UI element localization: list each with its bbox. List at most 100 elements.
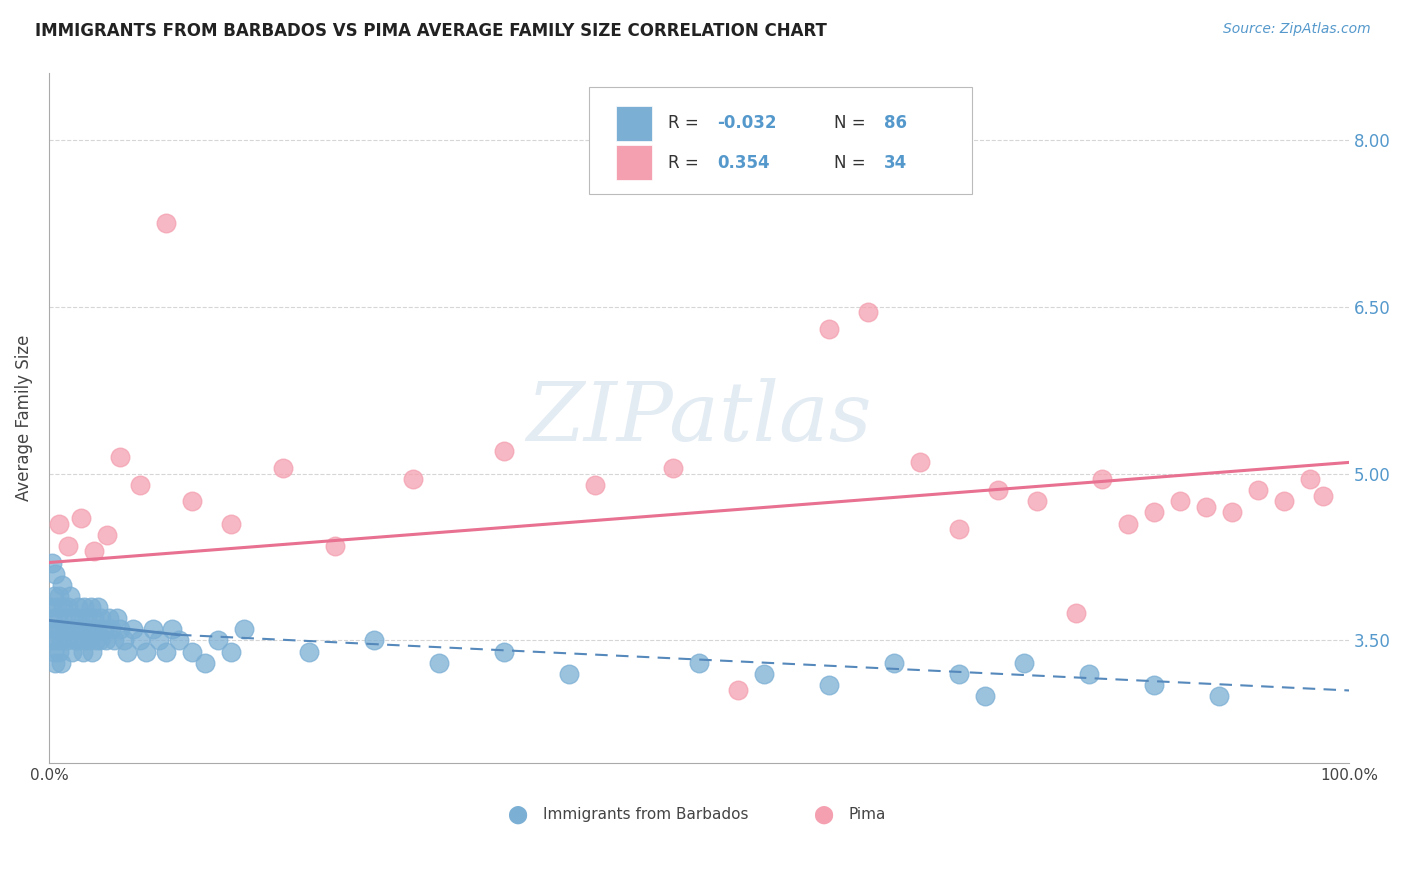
Point [122,622,145,636]
Point [494,444,516,458]
Point [60,622,83,636]
Point [70,622,93,636]
Point [1116,516,1139,531]
Point [110,622,132,636]
Text: Source: ZipAtlas.com: Source: ZipAtlas.com [1223,22,1371,37]
Point [70,511,93,525]
Point [948,666,970,681]
Point [752,666,775,681]
Point [96,633,118,648]
Point [58,539,80,553]
Point [56,633,79,648]
Point [167,633,190,648]
Point [207,633,229,648]
Point [194,656,217,670]
Point [363,633,385,648]
Point [72,644,94,658]
Point [93,622,115,636]
Point [1208,689,1230,703]
Text: -0.032: -0.032 [717,114,778,132]
Point [908,455,931,469]
Point [84,633,107,648]
Point [181,644,204,658]
Point [110,450,132,464]
Point [69,611,91,625]
Point [818,678,841,692]
Point [1064,606,1087,620]
Y-axis label: Average Family Size: Average Family Size [15,334,32,501]
Point [129,477,152,491]
Point [148,633,170,648]
Point [42,644,65,658]
Point [63,633,86,648]
Text: 0.354: 0.354 [717,153,770,171]
Point [55,611,77,625]
Point [298,644,321,658]
Point [79,633,101,648]
Point [271,461,294,475]
Point [67,633,90,648]
Point [662,461,685,475]
Point [103,633,125,648]
Point [323,539,346,553]
Point [105,611,128,625]
Text: ⬤: ⬤ [813,805,832,823]
Point [60,644,83,658]
Text: 86: 86 [884,114,907,132]
Point [1272,494,1295,508]
Text: ZIPatlas: ZIPatlas [526,378,872,458]
Point [1195,500,1218,514]
Point [59,589,82,603]
Point [45,622,67,636]
Point [83,611,105,625]
Point [87,600,110,615]
Point [883,656,905,670]
Point [76,611,98,625]
Text: N =: N = [834,153,866,171]
Point [1168,494,1191,508]
Point [45,600,67,615]
FancyBboxPatch shape [589,87,972,194]
Point [688,656,710,670]
Point [233,622,256,636]
Point [112,633,135,648]
Point [66,600,89,615]
FancyBboxPatch shape [616,106,652,141]
Point [41,556,63,570]
Text: N =: N = [834,114,866,132]
Point [1247,483,1270,498]
Point [818,322,841,336]
Text: ⬤: ⬤ [508,805,527,823]
Point [155,644,177,658]
Point [77,622,100,636]
Text: R =: R = [668,153,699,171]
FancyBboxPatch shape [616,145,652,180]
Point [39,600,62,615]
Point [974,689,997,703]
Point [48,516,70,531]
Point [65,622,87,636]
Point [219,516,242,531]
Point [46,633,69,648]
Point [135,644,157,658]
Point [142,622,165,636]
Text: IMMIGRANTS FROM BARBADOS VS PIMA AVERAGE FAMILY SIZE CORRELATION CHART: IMMIGRANTS FROM BARBADOS VS PIMA AVERAGE… [35,22,827,40]
Text: R =: R = [668,114,699,132]
Point [402,472,425,486]
Point [1026,494,1049,508]
Point [115,644,138,658]
Point [162,622,184,636]
Point [558,666,581,681]
Point [100,622,122,636]
Point [83,544,105,558]
Point [1299,472,1322,486]
Point [52,600,75,615]
Point [727,683,749,698]
Point [44,656,66,670]
Point [96,527,118,541]
Point [58,600,80,615]
Point [89,633,111,648]
Point [181,494,204,508]
Point [51,578,73,592]
Point [1143,678,1166,692]
